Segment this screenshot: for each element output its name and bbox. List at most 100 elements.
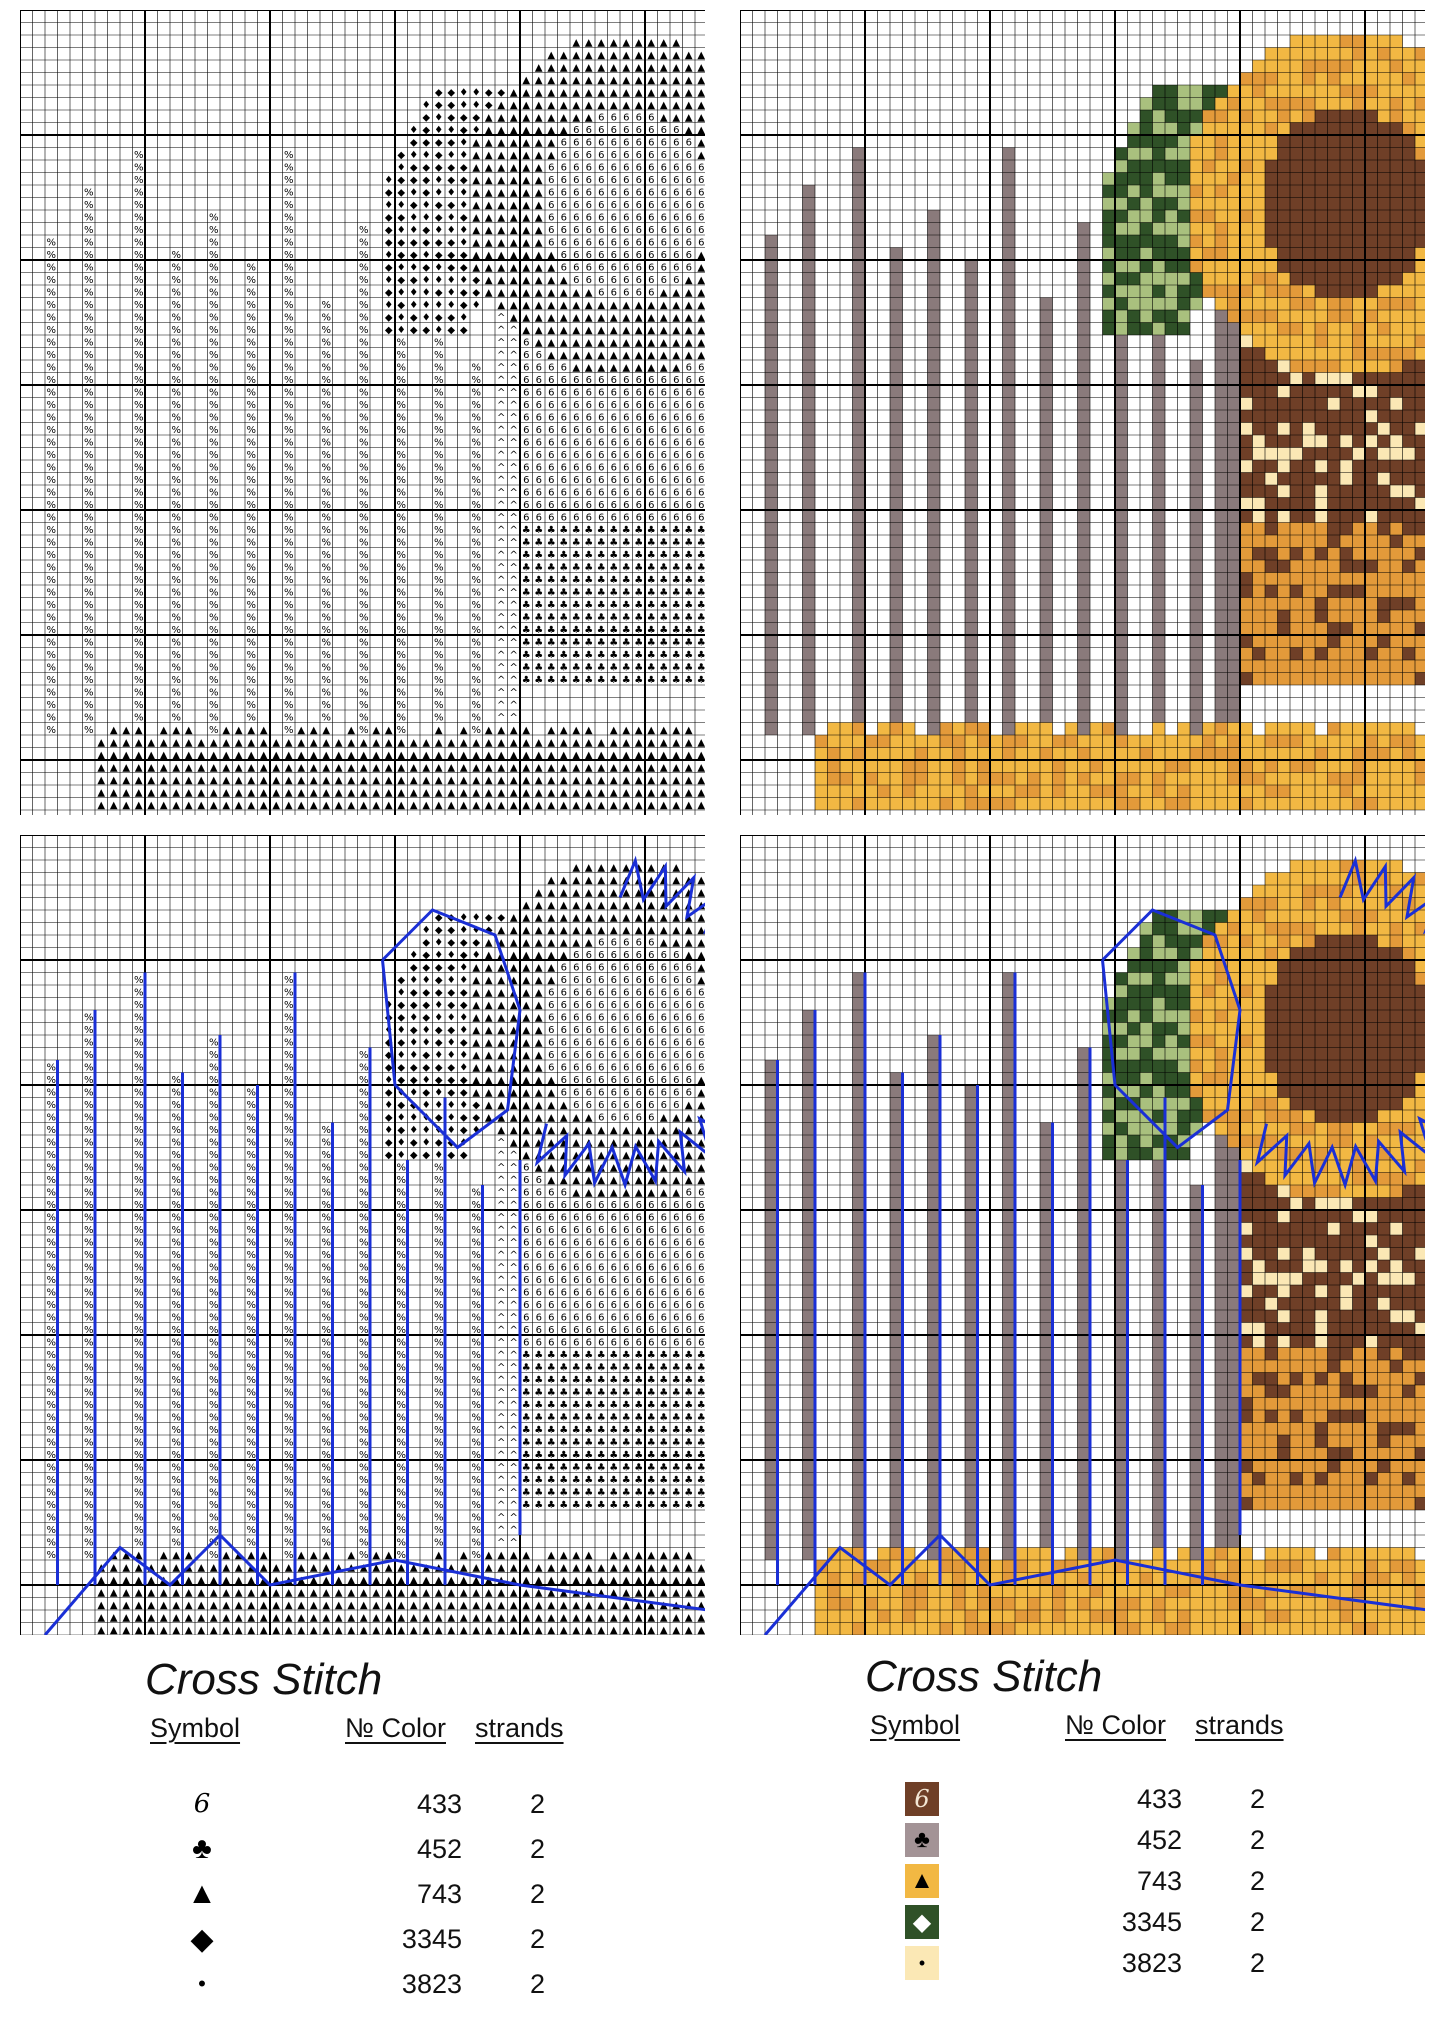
stitch-cell — [1240, 635, 1253, 648]
stitch-symbol: ▲ — [547, 875, 555, 886]
stitch-symbol: % — [46, 1175, 56, 1186]
stitch-symbol: 6 — [611, 1325, 617, 1336]
stitch-cell — [1077, 697, 1090, 710]
stitch-cell — [1390, 435, 1403, 448]
stitch-symbol: % — [434, 588, 444, 599]
stitch-symbol: ^ — [497, 1350, 505, 1361]
stitch-symbol: ▲ — [685, 1125, 693, 1136]
stitch-symbol: ♣ — [522, 625, 531, 636]
stitch-symbol: ♣ — [697, 625, 705, 636]
stitch-cell — [1377, 722, 1390, 735]
stitch-symbol: % — [209, 1275, 219, 1286]
stitch-symbol: 6 — [686, 150, 692, 161]
stitch-symbol: ♣ — [622, 550, 631, 561]
stitch-symbol: ♣ — [672, 1375, 681, 1386]
stitch-symbol: ▲ — [497, 775, 505, 786]
stitch-symbol: ▲ — [597, 300, 605, 311]
stitch-symbol: ♦ — [397, 225, 406, 236]
stitch-symbol: % — [471, 438, 481, 449]
stitch-symbol: ▲ — [635, 800, 643, 811]
stitch-cell — [1215, 297, 1228, 310]
stitch-cell — [1002, 610, 1015, 623]
stitch-cell — [1277, 347, 1290, 360]
stitch-cell — [1402, 285, 1415, 298]
stitch-cell — [1002, 572, 1015, 585]
stitch-symbol: ▲ — [697, 325, 705, 336]
stitch-symbol: ◆ — [460, 300, 468, 311]
stitch-symbol: 6 — [673, 375, 679, 386]
stitch-symbol: % — [134, 375, 144, 386]
stitch-cell — [1115, 460, 1128, 473]
stitch-symbol: 6 — [536, 413, 542, 424]
stitch-cell — [1077, 660, 1090, 673]
stitch-symbol: ▲ — [535, 225, 543, 236]
stitch-cell — [1102, 310, 1115, 323]
stitch-cell — [1277, 110, 1290, 123]
stitch-cell — [827, 735, 840, 748]
stitch-cell — [1402, 472, 1415, 485]
stitch-symbol: 6 — [673, 463, 679, 474]
stitch-symbol: 6 — [673, 413, 679, 424]
stitch-symbol: ▲ — [310, 738, 318, 749]
stitch-cell — [1065, 797, 1078, 810]
stitch-cell — [1302, 735, 1315, 748]
stitch-symbol: 6 — [623, 1038, 629, 1049]
stitch-symbol: ▲ — [397, 788, 405, 799]
stitch-symbol: ▲ — [285, 763, 293, 774]
stitch-cell — [1240, 510, 1253, 523]
stitch-symbol: 6 — [623, 975, 629, 986]
stitch-symbol: % — [284, 400, 294, 411]
stitch-symbol: 6 — [536, 1288, 542, 1299]
stitch-cell — [1240, 547, 1253, 560]
stitch-symbol: % — [321, 550, 331, 561]
stitch-symbol: ▲ — [697, 738, 705, 749]
stitch-symbol: 6 — [698, 438, 704, 449]
stitch-symbol: 6 — [648, 1013, 654, 1024]
stitch-cell — [1202, 247, 1215, 260]
stitch-symbol: 6 — [561, 375, 567, 386]
stitch-symbol: ^ — [497, 538, 505, 549]
stitch-symbol: % — [134, 1213, 144, 1224]
stitch-symbol: % — [359, 1163, 369, 1174]
stitch-cell — [765, 397, 778, 410]
stitch-cell — [1265, 47, 1278, 60]
stitch-cell — [915, 785, 928, 798]
stitch-symbol: ▲ — [185, 725, 193, 736]
stitch-cell — [1277, 760, 1290, 773]
stitch-symbol: ▲ — [610, 325, 618, 336]
stitch-cell — [1340, 297, 1353, 310]
stitch-symbol: ♣ — [584, 663, 593, 674]
stitch-symbol: 6 — [548, 463, 554, 474]
stitch-cell — [965, 797, 978, 810]
stitch-symbol: 6 — [523, 1275, 529, 1286]
stitch-symbol: ^ — [497, 463, 505, 474]
stitch-cell — [1077, 585, 1090, 598]
stitch-symbol: % — [171, 1288, 181, 1299]
stitch-symbol: % — [284, 1338, 294, 1349]
stitch-symbol: 6 — [548, 175, 554, 186]
stitch-symbol: ◆ — [447, 175, 455, 186]
stitch-cell — [890, 610, 903, 623]
stitch-symbol: ▲ — [535, 913, 543, 924]
stitch-cell — [965, 547, 978, 560]
stitch-cell — [1265, 785, 1278, 798]
stitch-symbol: 6 — [598, 238, 604, 249]
stitch-symbol: ▲ — [660, 100, 668, 111]
stitch-symbol: ▲ — [660, 738, 668, 749]
stitch-cell — [827, 747, 840, 760]
stitch-symbol: ♣ — [547, 1450, 556, 1461]
stitch-symbol: ◆ — [422, 325, 430, 336]
stitch-symbol: 6 — [523, 500, 529, 511]
stitch-symbol: ▲ — [585, 350, 593, 361]
stitch-symbol: % — [284, 525, 294, 536]
stitch-symbol: ▲ — [560, 800, 568, 811]
stitch-symbol: ◆ — [410, 313, 418, 324]
stitch-symbol: % — [321, 675, 331, 686]
stitch-symbol: 6 — [611, 188, 617, 199]
stitch-symbol: ▲ — [585, 313, 593, 324]
stitch-symbol: % — [284, 1113, 294, 1124]
stitch-symbol: % — [171, 1325, 181, 1336]
stitch-symbol: % — [84, 1263, 94, 1274]
stitch-symbol: 6 — [661, 238, 667, 249]
stitch-symbol: 6 — [686, 213, 692, 224]
